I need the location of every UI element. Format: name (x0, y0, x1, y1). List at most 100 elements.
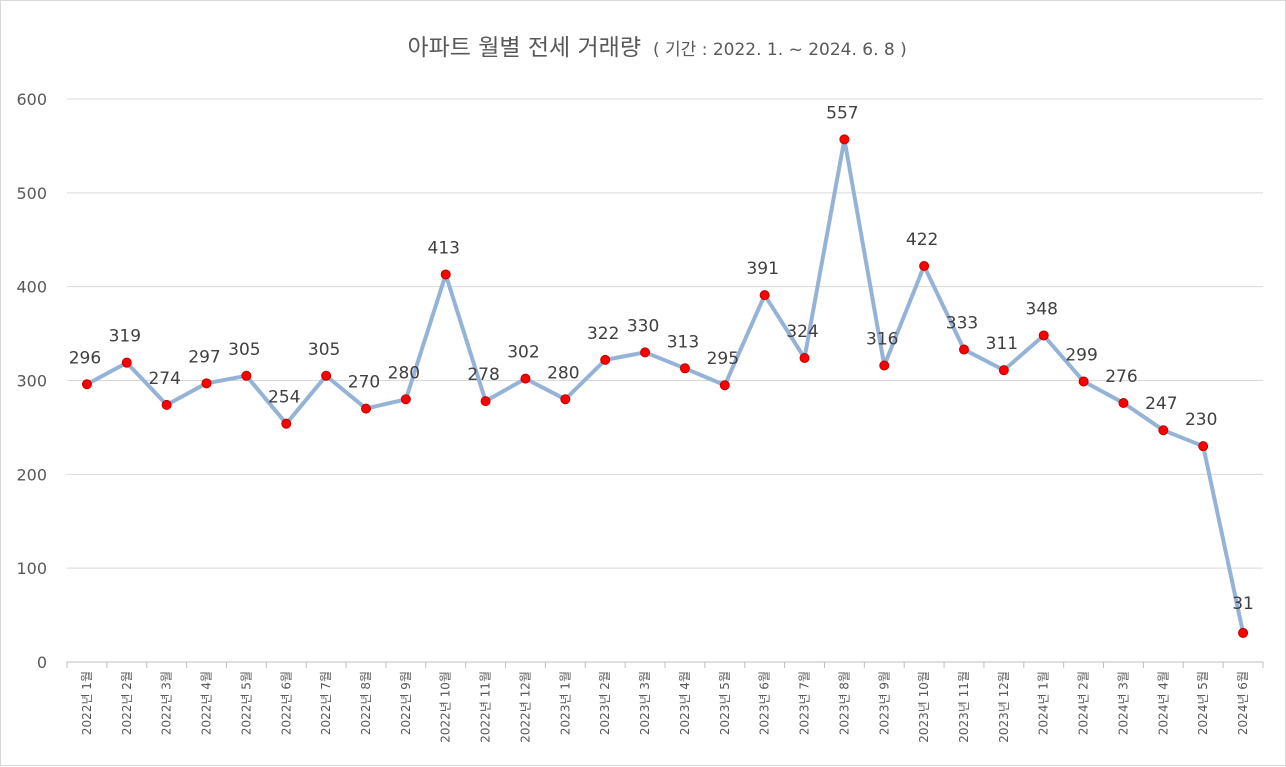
data-labels: 296 319 274 297 305 254 305 270 280 413 278 302 280 3… (69, 103, 1254, 614)
data-label: 276 (1105, 367, 1137, 387)
data-point (480, 396, 491, 407)
data-point (600, 354, 611, 365)
data-point (879, 360, 890, 371)
data-label: 295 (707, 349, 739, 369)
data-point (839, 134, 850, 145)
series-markers (81, 134, 1249, 638)
data-point (1158, 425, 1169, 436)
x-tick-label: 2022년 5월 (239, 671, 253, 735)
y-tick-label: 100 (16, 559, 47, 578)
data-point (81, 379, 92, 390)
data-label: 274 (148, 369, 180, 389)
x-tick-label: 2024년 4월 (1156, 671, 1170, 735)
data-point (679, 363, 690, 374)
data-label: 305 (308, 340, 340, 360)
x-tick-label: 2022년 2월 (120, 671, 134, 735)
x-tick-label: 2023년 12월 (997, 671, 1011, 743)
data-label: 296 (69, 348, 101, 368)
y-tick-label: 200 (16, 465, 47, 484)
data-label: 316 (866, 329, 898, 349)
data-point (919, 261, 930, 272)
data-label: 299 (1065, 345, 1097, 365)
x-tick-label: 2022년 11월 (479, 671, 493, 743)
x-tick-label: 2023년 4월 (678, 671, 692, 735)
data-point (719, 380, 730, 391)
data-point (161, 399, 172, 410)
y-tick-label: 400 (16, 278, 47, 297)
x-tick-label: 2022년 7월 (319, 671, 333, 735)
x-tick-label: 2023년 10월 (917, 671, 931, 743)
x-tick-label: 2024년 2월 (1077, 671, 1091, 735)
axes: 0 100 200 300 400 500 600 2022년 1월 2022년 2월 2022년… (16, 90, 1264, 743)
data-point (121, 357, 132, 368)
chart-subtitle: ( 기간 : 2022. 1. ~ 2024. 6. 8 ) (653, 40, 907, 60)
x-tick-label: 2023년 5월 (718, 671, 732, 735)
data-label: 31 (1232, 594, 1254, 614)
data-point (998, 365, 1009, 376)
data-point (1238, 627, 1249, 638)
x-tick-label: 2023년 3월 (638, 671, 652, 735)
x-tick-label: 2022년 4월 (200, 671, 214, 735)
data-point (1038, 330, 1049, 341)
data-label: 348 (1026, 299, 1058, 319)
data-point (959, 344, 969, 355)
data-label: 297 (188, 347, 220, 367)
y-tick-label: 300 (16, 372, 47, 391)
data-label: 302 (507, 343, 539, 363)
data-label: 422 (906, 230, 938, 250)
data-point (1198, 441, 1209, 452)
data-point (321, 370, 332, 381)
chart-title-main: 아파트 월별 전세 거래량 (407, 35, 641, 61)
x-tick-label: 2023년 11월 (957, 671, 971, 743)
data-label: 278 (467, 365, 499, 385)
x-tick-label: 2023년 6월 (758, 671, 772, 735)
x-tick-label: 2022년 10월 (439, 671, 453, 743)
data-label: 319 (109, 327, 141, 347)
data-label: 305 (228, 340, 260, 360)
x-tick-label: 2022년 3월 (160, 671, 174, 735)
data-point (400, 394, 411, 405)
x-tick-label: 2023년 2월 (598, 671, 612, 735)
data-label: 270 (348, 373, 380, 393)
x-tick-label: 2023년 7월 (798, 671, 812, 735)
x-tick-label: 2023년 8월 (837, 671, 851, 735)
x-tick-label: 2024년 3월 (1116, 671, 1130, 735)
x-tick-label: 2022년 1월 (80, 671, 94, 735)
data-label: 280 (547, 363, 579, 383)
data-label: 280 (388, 363, 420, 383)
x-tick-label: 2022년 6월 (279, 671, 293, 735)
data-label: 311 (986, 334, 1018, 354)
data-label: 391 (746, 259, 778, 279)
data-point (241, 370, 252, 381)
chart-title: 아파트 월별 전세 거래량 (407, 35, 641, 61)
data-label: 333 (946, 314, 978, 334)
y-tick-label: 500 (16, 184, 47, 203)
x-tick-label: 2022년 8월 (359, 671, 373, 735)
x-tick-label: 2023년 1월 (558, 671, 572, 735)
x-tick-label: 2022년 12월 (518, 671, 532, 743)
data-point (361, 403, 371, 414)
data-label: 413 (428, 238, 460, 258)
data-label: 330 (627, 316, 659, 336)
data-point (560, 394, 571, 405)
data-point (201, 378, 212, 389)
x-tick-label: 2023년 9월 (877, 671, 891, 735)
data-point (520, 373, 531, 384)
x-tick-label: 2024년 6월 (1236, 671, 1250, 735)
series-line-path (84, 137, 1246, 635)
data-label: 247 (1145, 394, 1177, 414)
series-line (84, 137, 1246, 635)
data-point (640, 347, 651, 358)
data-label: 313 (667, 332, 699, 352)
y-tick-label: 0 (37, 653, 47, 672)
x-tick-label: 2024년 1월 (1037, 671, 1051, 735)
data-point (1118, 398, 1129, 409)
x-tick-label: 2024년 5월 (1196, 671, 1210, 735)
data-point (759, 290, 770, 301)
gridlines (67, 98, 1263, 569)
data-point (799, 352, 810, 363)
data-label: 557 (826, 103, 858, 123)
data-label: 254 (268, 388, 300, 408)
